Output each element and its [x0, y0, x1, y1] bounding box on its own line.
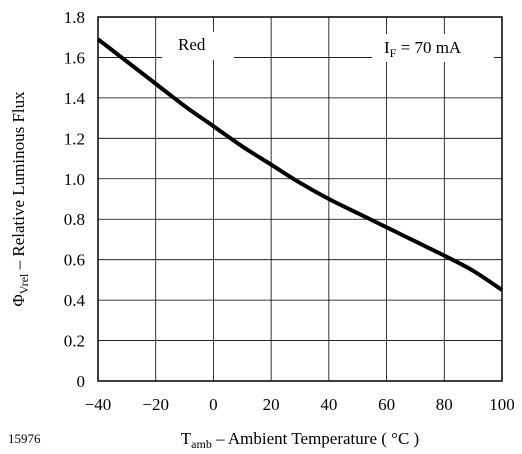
- x-axis-label: – Ambient Temperature ( °C ): [212, 429, 419, 448]
- y-tick-label: 0.2: [64, 332, 85, 351]
- x-tick-label: −40: [85, 395, 112, 414]
- grid-lines: [98, 17, 502, 381]
- annotation-red: Red: [162, 32, 234, 60]
- y-tick-label: 1.6: [64, 48, 85, 67]
- y-axis-label: – Relative Luminous Flux: [9, 91, 28, 274]
- y-tick-label: 0.4: [64, 291, 86, 310]
- y-tick-label: 1.0: [64, 170, 85, 189]
- plot-frame: [97, 16, 503, 382]
- y-tick-label: 1.2: [64, 129, 85, 148]
- current-subscript: F: [390, 46, 397, 60]
- x-tick-label: 80: [436, 395, 453, 414]
- series-line: [96, 37, 504, 292]
- y-tick-label: 0: [77, 372, 86, 391]
- annotation-current-background: [372, 34, 494, 62]
- y-tick-label: 1.4: [64, 89, 86, 108]
- x-axis-ticks: −40 −20 0 20 40 60 80 100: [85, 395, 515, 414]
- x-axis-title: Tamb – Ambient Temperature ( °C ): [181, 429, 419, 451]
- figure-id: 15976: [8, 431, 41, 446]
- x-axis-symbol: T: [181, 429, 192, 448]
- x-tick-label: 40: [320, 395, 337, 414]
- y-axis-title: ΦVrel – Relative Luminous Flux: [9, 91, 31, 307]
- y-axis-symbol: Φ: [9, 294, 28, 306]
- current-value: = 70 mA: [396, 38, 462, 57]
- current-symbol: I: [384, 38, 390, 57]
- x-tick-label: 100: [489, 395, 515, 414]
- annotation-current-label: IF = 70 mA: [384, 38, 462, 60]
- y-tick-label: 1.8: [64, 8, 85, 27]
- y-axis-ticks: 0 0.2 0.4 0.6 0.8 1.0 1.2 1.4 1.6 1.8: [64, 8, 86, 391]
- x-tick-label: 20: [263, 395, 280, 414]
- annotation-red-background: [162, 32, 234, 60]
- y-tick-label: 0.6: [64, 251, 85, 270]
- annotation-red-label: Red: [178, 35, 206, 54]
- x-tick-label: −20: [142, 395, 169, 414]
- x-tick-label: 0: [209, 395, 218, 414]
- annotation-current: IF = 70 mA: [372, 34, 494, 62]
- x-tick-label: 60: [378, 395, 395, 414]
- y-axis-symbol-subscript: Vrel: [17, 273, 31, 294]
- y-tick-label: 0.8: [64, 210, 85, 229]
- x-axis-symbol-subscript: amb: [191, 437, 212, 451]
- chart-line-group: [96, 37, 504, 292]
